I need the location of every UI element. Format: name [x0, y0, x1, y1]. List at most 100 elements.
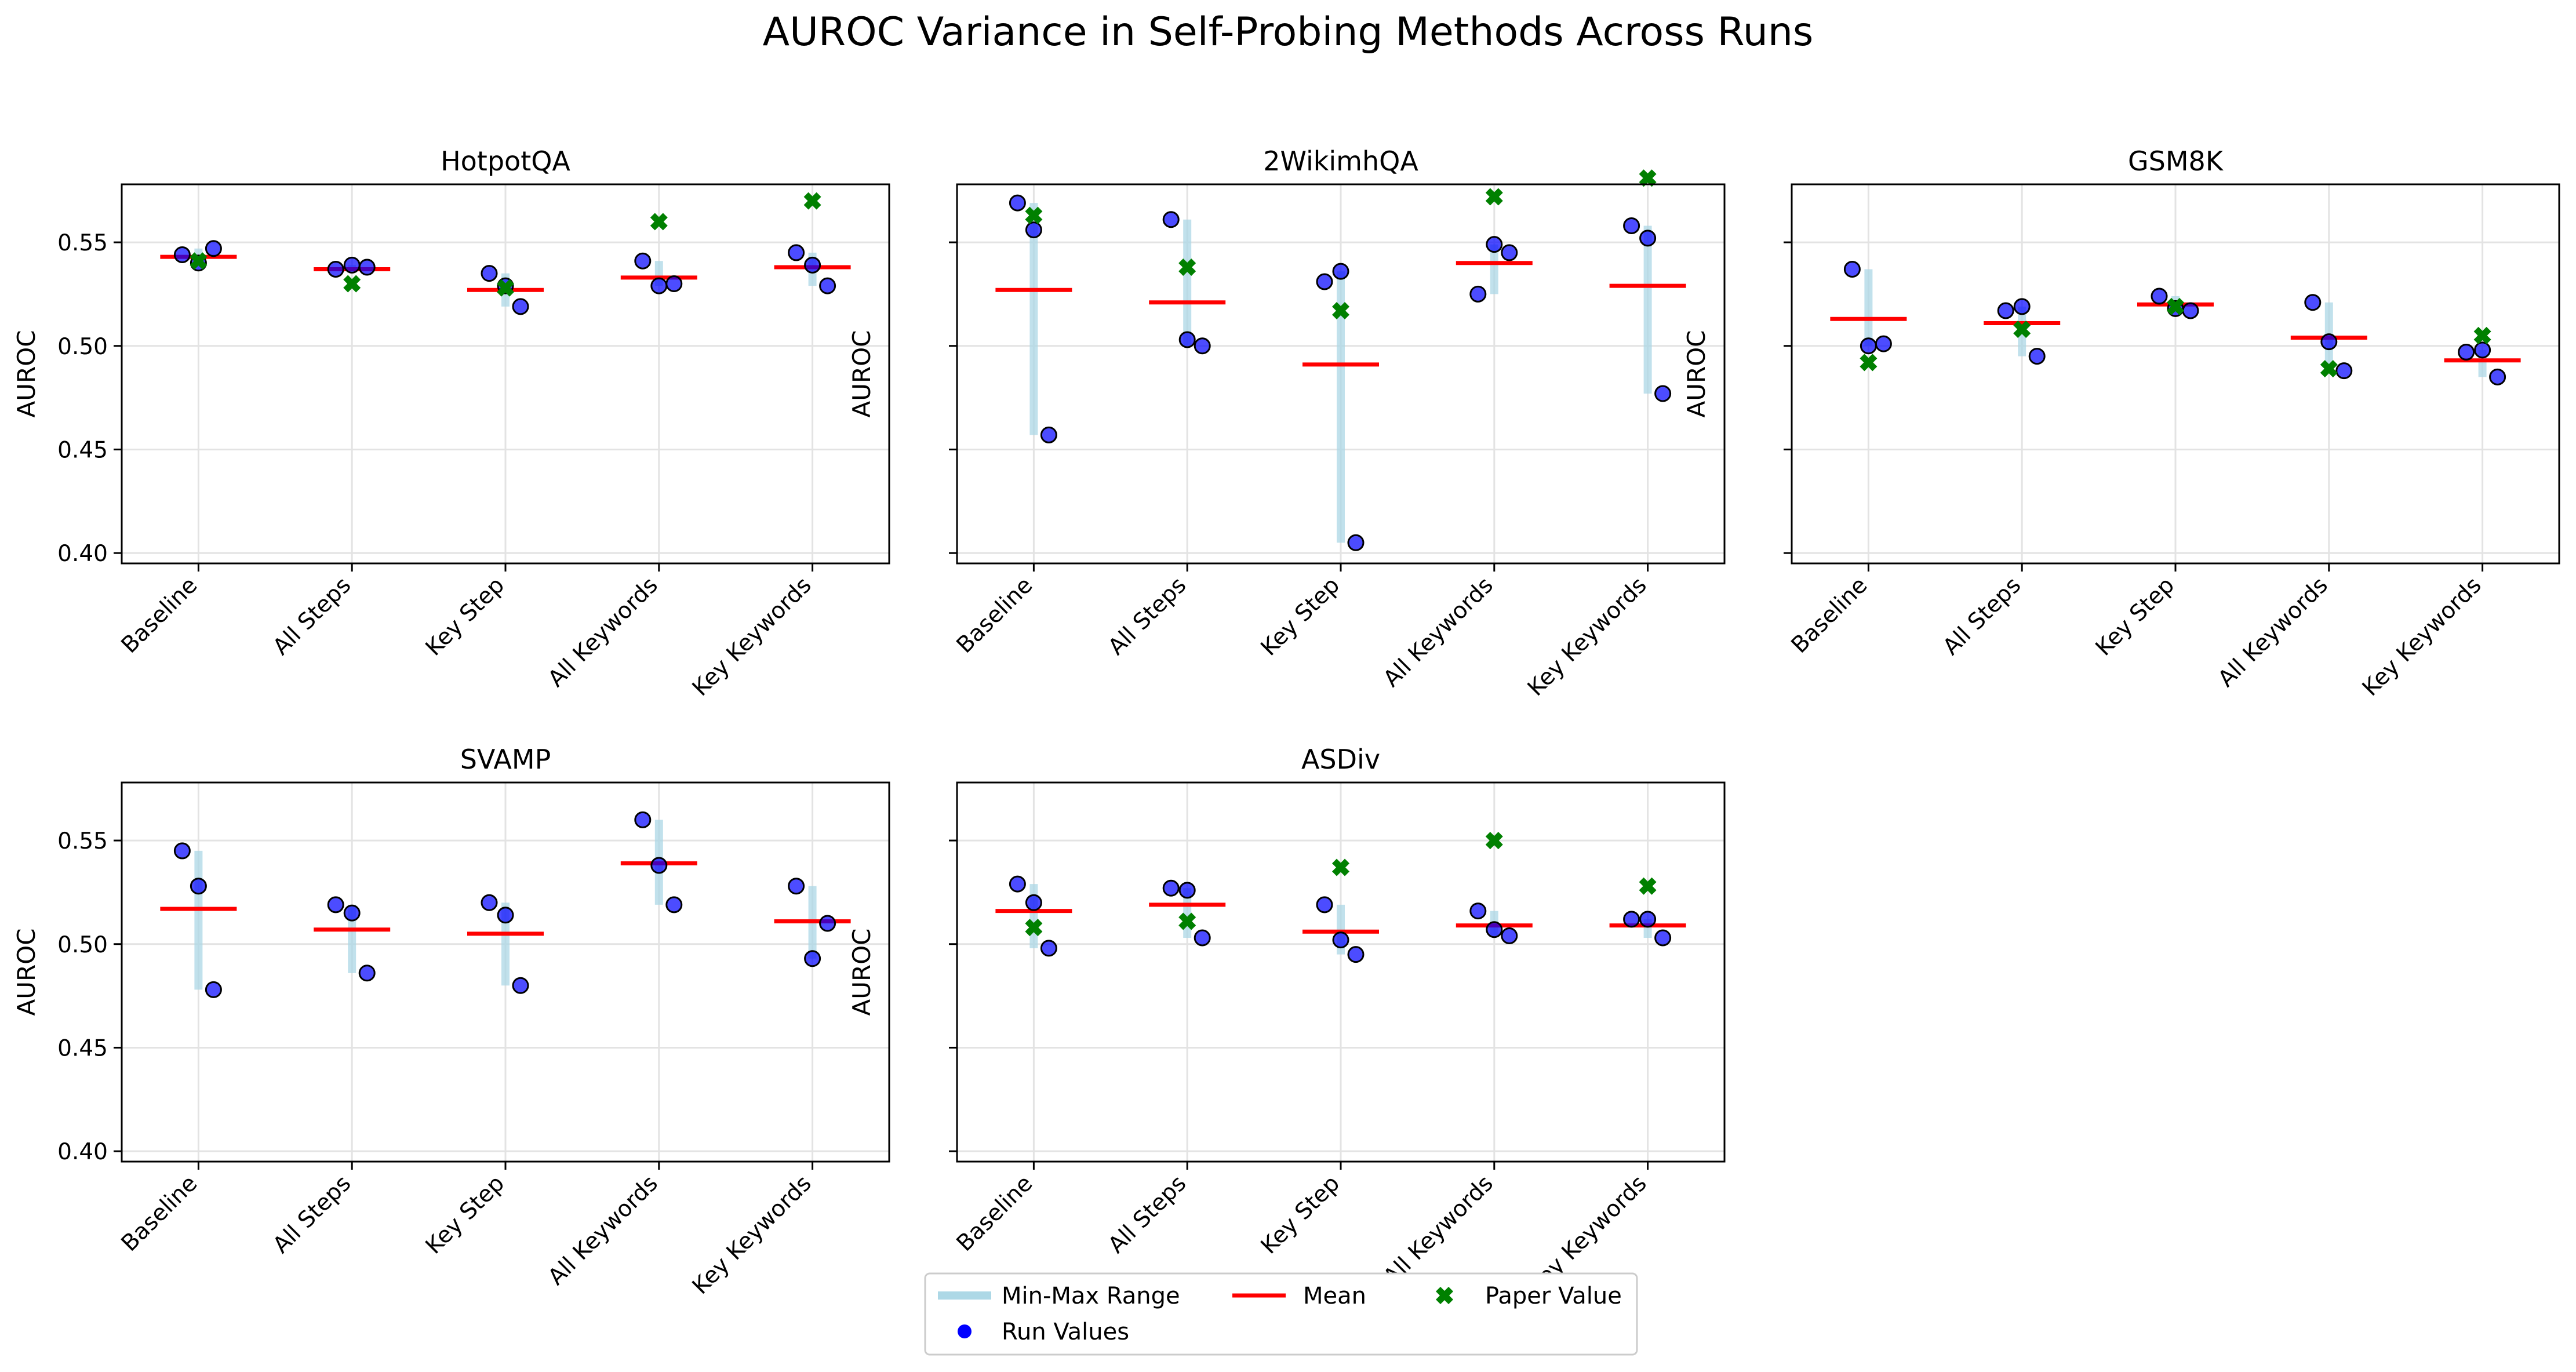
- run-point: [1486, 236, 1503, 253]
- run-point: [1347, 946, 1365, 963]
- run-point: [1347, 534, 1365, 551]
- run-point: [650, 857, 668, 874]
- x-tick-label: Baseline: [952, 1170, 1038, 1257]
- y-tick-label: 0.50: [57, 932, 108, 958]
- run-point: [327, 261, 344, 278]
- paper-marker: [2013, 321, 2031, 339]
- panel-2: AUROC Baseline All Steps Key Step All Keywor…: [1682, 145, 2560, 701]
- paper-marker: [1332, 858, 1349, 876]
- panel-title: ASDiv: [1301, 744, 1380, 775]
- paper-marker: [190, 252, 208, 270]
- run-point: [2151, 287, 2168, 305]
- run-point: [2182, 302, 2199, 319]
- y-tick-label: 0.45: [57, 437, 108, 463]
- run-point: [481, 265, 498, 282]
- paper-marker: [1639, 877, 1657, 895]
- y-axis-label: AUROC: [847, 330, 876, 417]
- plot-frame: [956, 183, 1726, 565]
- panel-4: AUROC Baseline All Steps Key Step All Keywor…: [847, 744, 1726, 1300]
- run-point: [1332, 931, 1349, 949]
- run-point: [2028, 348, 2046, 365]
- run-point: [650, 277, 668, 294]
- x-tick-label: All Keywords: [543, 572, 663, 692]
- y-tick-label: 0.55: [57, 828, 108, 854]
- y-tick-label: 0.50: [57, 334, 108, 360]
- y-axis-label: AUROC: [847, 928, 876, 1016]
- paper-marker: [1025, 206, 1043, 224]
- run-point: [2458, 343, 2475, 361]
- y-tick-label: 0.55: [57, 230, 108, 256]
- y-axis-label: AUROC: [12, 330, 41, 417]
- run-point: [1486, 921, 1503, 938]
- paper-marker: [343, 275, 361, 293]
- paper-marker: [2473, 326, 2491, 344]
- run-point: [1316, 273, 1333, 290]
- run-point: [2489, 368, 2506, 385]
- run-point: [343, 256, 361, 274]
- x-tick-label: All Steps: [1938, 572, 2026, 660]
- run-point: [327, 896, 344, 914]
- run-point: [1009, 875, 1026, 893]
- plot-frame: [956, 781, 1726, 1163]
- legend-mean-label: Mean: [1303, 1283, 1366, 1309]
- run-point: [1162, 879, 1180, 897]
- run-point: [1860, 337, 1877, 355]
- y-tick-label: 0.45: [57, 1035, 108, 1061]
- x-tick-label: All Steps: [268, 1170, 356, 1258]
- run-point: [1843, 261, 1861, 278]
- paper-marker: [1485, 832, 1503, 850]
- run-point: [819, 915, 836, 932]
- x-tick-label: All Keywords: [543, 1170, 663, 1290]
- run-point: [819, 277, 836, 294]
- paper-marker: [1178, 258, 1196, 276]
- paper-marker: [1485, 188, 1503, 206]
- run-point: [1469, 902, 1487, 920]
- x-tick-label: Baseline: [1787, 572, 1873, 658]
- run-point: [1194, 337, 1211, 355]
- run-point: [190, 878, 207, 895]
- run-point: [2304, 294, 2322, 311]
- run-point: [788, 878, 805, 895]
- paper-marker: [1639, 169, 1657, 187]
- y-tick-label: 0.40: [57, 541, 108, 567]
- figure-title: AUROC Variance in Self-Probing Methods A…: [763, 9, 1814, 55]
- paper-marker: [1025, 919, 1043, 937]
- run-point: [512, 977, 529, 994]
- run-point: [205, 981, 222, 998]
- panel-3: 0.40 0.45 0.50 0.55 AUROC Baseline All Steps Ke…: [12, 744, 890, 1300]
- paper-marker: [650, 213, 668, 231]
- run-point: [1623, 911, 1640, 928]
- legend: Min-Max Range Run Values Mean Paper Valu…: [924, 1272, 1638, 1356]
- run-point: [1178, 331, 1196, 348]
- run-point: [665, 896, 683, 914]
- panel-title: GSM8K: [2128, 145, 2224, 177]
- legend-paper-label: Paper Value: [1485, 1283, 1622, 1309]
- x-tick-label: Key Keywords: [687, 572, 817, 701]
- run-point: [205, 240, 222, 257]
- run-point: [343, 904, 361, 922]
- run-point: [358, 259, 376, 276]
- run-point: [481, 894, 498, 911]
- x-tick-label: Key Step: [2091, 572, 2180, 661]
- x-tick-label: Baseline: [117, 1170, 203, 1257]
- x-tick-label: Baseline: [117, 572, 203, 658]
- x-tick-label: Key Keywords: [2357, 572, 2487, 701]
- x-tick-label: Key Step: [1256, 1170, 1345, 1259]
- x-tick-label: Key Step: [421, 1170, 510, 1259]
- run-point: [173, 246, 191, 264]
- legend-paper-swatch: [1436, 1287, 1453, 1304]
- run-point: [1623, 217, 1640, 234]
- x-tick-label: All Keywords: [1378, 572, 1498, 692]
- run-point: [804, 950, 821, 967]
- x-tick-label: All Keywords: [1378, 1170, 1498, 1290]
- x-tick-label: All Steps: [268, 572, 356, 660]
- run-point: [2474, 341, 2491, 359]
- run-point: [1332, 263, 1349, 280]
- run-point: [1875, 335, 1892, 352]
- paper-marker: [1860, 354, 1878, 372]
- panel-title: HotpotQA: [441, 145, 570, 177]
- run-point: [1639, 911, 1657, 928]
- run-point: [1040, 426, 1057, 443]
- run-point: [1316, 896, 1333, 914]
